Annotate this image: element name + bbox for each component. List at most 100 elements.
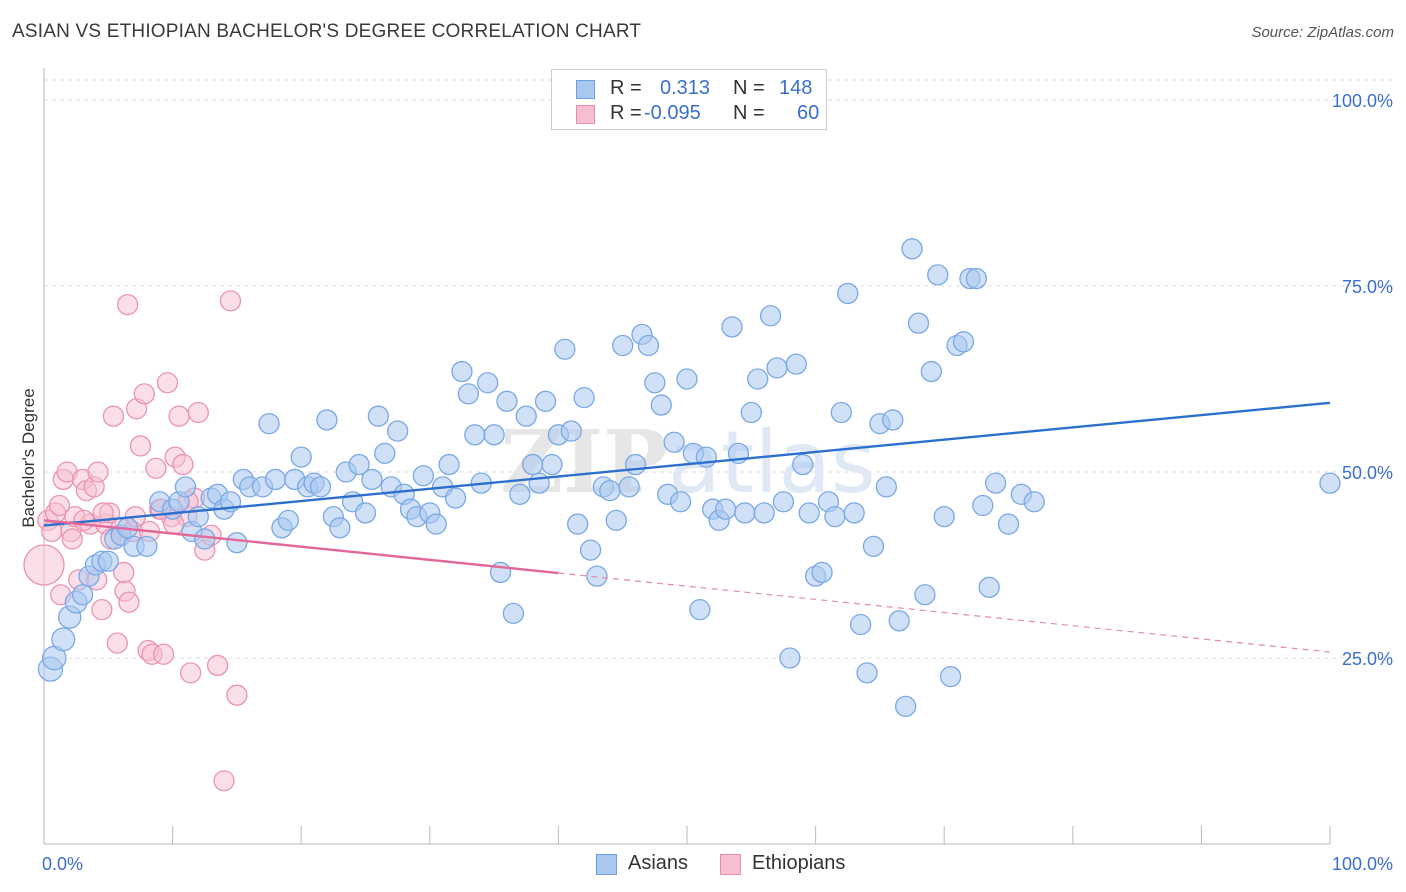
asian-point	[509, 483, 531, 505]
asian-point	[258, 412, 280, 435]
asian-point	[952, 331, 975, 353]
asian-point	[759, 305, 782, 327]
asian-point	[451, 360, 473, 383]
asian-point	[689, 598, 711, 621]
asian-point	[496, 390, 518, 412]
asian-point	[1023, 491, 1045, 513]
asian-point	[386, 420, 409, 442]
asian-point	[901, 238, 923, 260]
asian-point	[618, 476, 640, 498]
bottom-legend-swatch-ethiopians	[720, 854, 741, 875]
asian-point	[444, 487, 467, 509]
asian-point	[663, 431, 685, 453]
legend-n-label: N =	[733, 77, 765, 99]
asian-point	[534, 390, 557, 412]
asian-point	[579, 539, 602, 561]
legend-swatch-ethiopians	[576, 105, 595, 124]
legend-n-value: 148	[779, 77, 813, 99]
gridlines	[44, 79, 1392, 659]
y-tick-label: 100.0%	[1332, 91, 1393, 111]
asian-point	[290, 446, 312, 468]
asian-point	[779, 647, 801, 669]
asian-point	[567, 513, 589, 535]
asian-point	[824, 505, 846, 528]
asian-point	[637, 334, 660, 357]
asian-point	[528, 472, 550, 494]
asian-point	[721, 316, 743, 338]
trend-lines	[43, 401, 1331, 653]
asian-point	[894, 695, 917, 718]
asian-point	[624, 453, 647, 476]
ethiopian-point	[106, 632, 128, 654]
ethiopian-point	[61, 528, 83, 550]
ethiopian-point	[23, 544, 65, 586]
legend-r-label: R =	[610, 77, 642, 99]
asian-point	[412, 465, 435, 487]
asian-point	[554, 338, 576, 360]
asian-point	[888, 610, 910, 632]
asian-point	[560, 420, 582, 442]
ethiopian-point	[116, 293, 139, 316]
legend-n-value: 60	[797, 102, 820, 124]
ethiopian-point	[219, 290, 242, 312]
asian-point	[927, 264, 949, 286]
asian-point	[792, 453, 814, 476]
asian-point	[573, 386, 595, 409]
asian-point	[785, 353, 807, 375]
x-tick-label: 100.0%	[1332, 854, 1393, 874]
asian-point	[798, 502, 820, 524]
asian-point	[939, 665, 962, 688]
asian-point	[329, 517, 351, 539]
chart-title: ASIAN VS ETHIOPIAN BACHELOR'S DEGREE COR…	[12, 21, 642, 42]
asian-point	[907, 312, 930, 334]
asian-point	[753, 502, 775, 524]
bottom-legend-swatch-asians	[596, 854, 617, 875]
ethiopian-point	[172, 453, 194, 476]
ethiopian-point	[48, 494, 71, 517]
asian-point	[464, 424, 486, 446]
asian-point	[856, 662, 878, 684]
asian-point	[978, 576, 1000, 598]
asian-point	[354, 502, 377, 524]
y-tick-label: 75.0%	[1342, 277, 1393, 297]
asian-point	[605, 509, 627, 532]
asian-point	[714, 498, 737, 520]
asian-point	[669, 491, 692, 513]
ethiopian-point	[133, 383, 155, 405]
asian-point	[772, 491, 795, 513]
asian-point	[875, 476, 897, 498]
asian-point	[477, 372, 499, 394]
ethiopian-point	[145, 457, 167, 479]
asian-point	[348, 453, 370, 476]
asian-point	[174, 476, 197, 498]
asian-point	[425, 513, 447, 535]
asian-point	[277, 509, 299, 532]
asian-point	[644, 372, 666, 394]
asian-point	[997, 513, 1020, 535]
trend-line-asians	[43, 401, 1331, 527]
ethiopian-point	[168, 405, 190, 427]
asian-point	[586, 565, 608, 587]
asian-point	[97, 550, 119, 572]
asian-point	[849, 613, 872, 636]
asian-point	[522, 453, 544, 476]
trend-line-ethiopians-extrapolated	[558, 572, 1331, 653]
ethiopian-point	[152, 643, 175, 665]
asian-point	[766, 357, 788, 379]
asian-point	[650, 394, 672, 416]
asian-point	[972, 494, 994, 517]
asian-point	[264, 468, 287, 491]
asian-point	[837, 282, 859, 305]
ethiopian-point	[179, 662, 202, 684]
asian-point	[676, 368, 698, 390]
bottom-legend-label: Asians	[628, 852, 689, 874]
ethiopian-point	[206, 654, 229, 677]
axes	[43, 68, 1331, 845]
asian-point	[965, 267, 987, 290]
asian-point	[374, 442, 396, 465]
series-asians	[37, 238, 1341, 718]
legend-n-label: N =	[733, 102, 765, 124]
legend-swatch-asians	[576, 80, 595, 99]
asian-point	[1319, 472, 1341, 494]
asian-point	[71, 584, 94, 606]
